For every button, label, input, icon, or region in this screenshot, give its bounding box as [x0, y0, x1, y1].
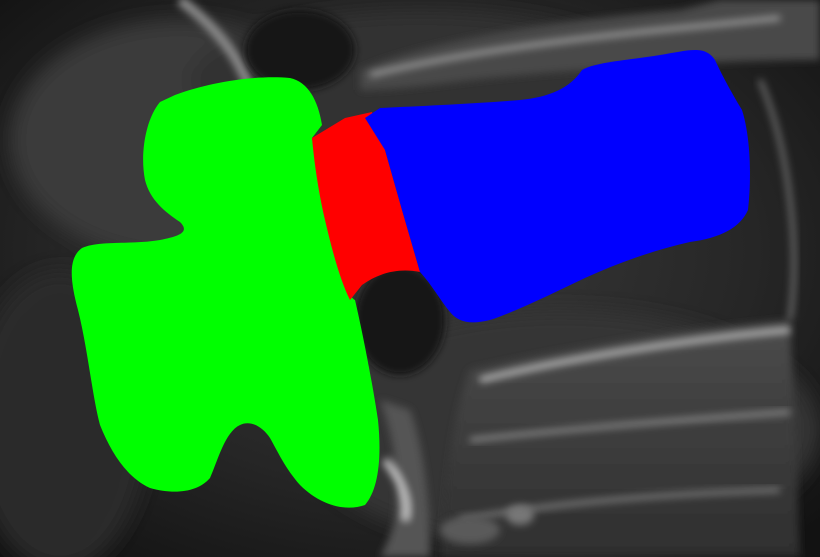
mask-vertebral-body: [365, 50, 750, 323]
lower-posterior-elements: [380, 400, 534, 557]
mask-pedicle: [312, 112, 420, 300]
neural-foramen: [245, 10, 445, 375]
lower-vertebra-outline: [440, 320, 800, 557]
mask-posterior-element: [71, 77, 380, 508]
right-edge-line: [758, 79, 796, 321]
